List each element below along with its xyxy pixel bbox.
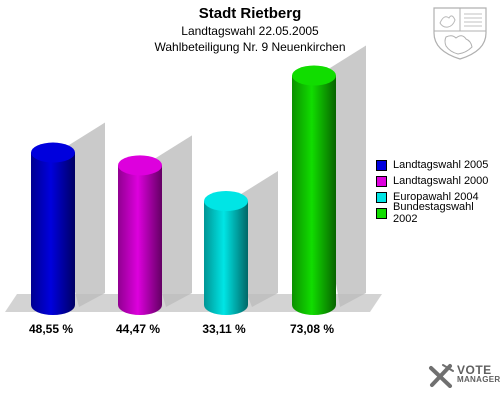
- bar-top-landtagswahl-2000: [118, 155, 162, 176]
- legend-item-europawahl-2004: Europawahl 2004: [376, 189, 500, 205]
- bar-bundestagswahl-2002: [292, 75, 336, 315]
- ballot-cross-icon: [429, 364, 454, 388]
- chart-subtitle: Landtagswahl 22.05.2005: [181, 24, 319, 38]
- bar-europawahl-2004: [204, 201, 248, 315]
- value-label-europawahl-2004: 33,11 %: [202, 322, 246, 336]
- legend-item-landtagswahl-2000: Landtagswahl 2000: [376, 173, 500, 189]
- value-label-landtagswahl-2005: 48,55 %: [29, 322, 73, 336]
- bar-top-europawahl-2004: [204, 191, 248, 212]
- legend-swatch-europawahl-2004: [376, 191, 387, 203]
- legend-item-landtagswahl-2005: Landtagswahl 2005: [376, 157, 500, 173]
- legend-item-bundestagswahl-2002: Bundestagswahl 2002: [376, 201, 500, 225]
- legend-label-landtagswahl-2000: Landtagswahl 2000: [393, 175, 489, 187]
- legend-swatch-landtagswahl-2005: [376, 159, 387, 171]
- chart-floor: [5, 294, 382, 312]
- chart-caption: Wahlbeteiligung Nr. 9 Neuenkirchen: [154, 40, 346, 54]
- bar-top-bundestagswahl-2002: [292, 65, 336, 86]
- bar-landtagswahl-2005: [31, 152, 75, 315]
- legend-swatch-bundestagswahl-2002: [376, 207, 387, 219]
- value-label-landtagswahl-2000: 44,47 %: [116, 322, 160, 336]
- legend-swatch-landtagswahl-2000: [376, 175, 387, 187]
- legend-label-bundestagswahl-2002: Bundestagswahl 2002: [393, 201, 474, 225]
- logo-line2: MANAGER: [457, 375, 500, 384]
- legend-label-landtagswahl-2005: Landtagswahl 2005: [393, 159, 489, 171]
- coat-of-arms-icon: [433, 7, 487, 60]
- vote-manager-logo: VOTE MANAGER: [428, 362, 500, 388]
- value-label-bundestagswahl-2002: 73,08 %: [290, 322, 334, 336]
- logo-line1: VOTE: [457, 363, 492, 377]
- bar-top-landtagswahl-2005: [31, 142, 75, 163]
- chart-title: Stadt Rietberg: [198, 5, 302, 22]
- chart-legend: Landtagswahl 2005 Landtagswahl 2000 Europa…: [376, 157, 500, 225]
- legend-label-europawahl-2004: Europawahl 2004: [393, 191, 479, 203]
- bar-landtagswahl-2000: [118, 165, 162, 315]
